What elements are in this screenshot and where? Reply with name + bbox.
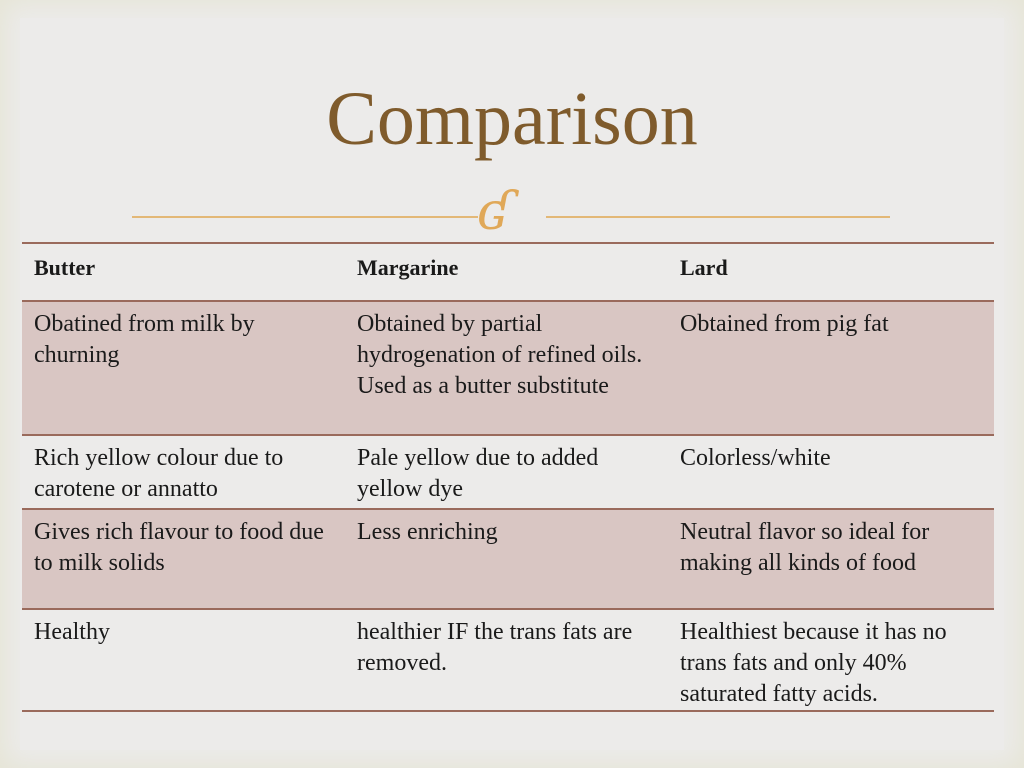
table-cell: Obatined from milk by churning bbox=[34, 311, 255, 368]
table-cell: healthier IF the trans fats are removed. bbox=[357, 619, 633, 676]
comparison-table: Butter Margarine Lard Obatined from milk… bbox=[22, 242, 994, 712]
divider-left bbox=[132, 216, 478, 218]
table-cell: Obtained by partial hydrogenation of ref… bbox=[357, 311, 643, 399]
header-cell: Margarine bbox=[357, 255, 459, 280]
table-cell: Neutral flavor so ideal for making all k… bbox=[680, 519, 930, 576]
slide-title: Comparison bbox=[326, 77, 698, 161]
table-cell: Pale yellow due to added yellow dye bbox=[357, 445, 599, 502]
table-row: Gives rich flavour to food due to milk s… bbox=[22, 509, 994, 609]
table-row: Rich yellow colour due to carotene or an… bbox=[22, 435, 994, 509]
table-header-row: Butter Margarine Lard bbox=[22, 243, 994, 301]
table-cell: Healthy bbox=[34, 619, 110, 645]
table-row: Obatined from milk by churning Obtained … bbox=[22, 301, 994, 435]
table-cell: Rich yellow colour due to carotene or an… bbox=[34, 445, 284, 502]
table-cell: Less enriching bbox=[357, 519, 498, 545]
ornament-swirl-icon: ʛ bbox=[478, 182, 513, 242]
table-cell: Colorless/white bbox=[680, 445, 831, 471]
table-cell: Obtained from pig fat bbox=[680, 311, 889, 337]
header-cell: Lard bbox=[680, 255, 728, 280]
table-cell: Healthiest because it has no trans fats … bbox=[680, 619, 947, 707]
slide-background bbox=[20, 18, 1004, 750]
header-cell: Butter bbox=[34, 255, 96, 280]
divider-right bbox=[546, 216, 890, 218]
table-cell: Gives rich flavour to food due to milk s… bbox=[34, 519, 324, 576]
table-row: Healthy healthier IF the trans fats are … bbox=[22, 609, 994, 711]
